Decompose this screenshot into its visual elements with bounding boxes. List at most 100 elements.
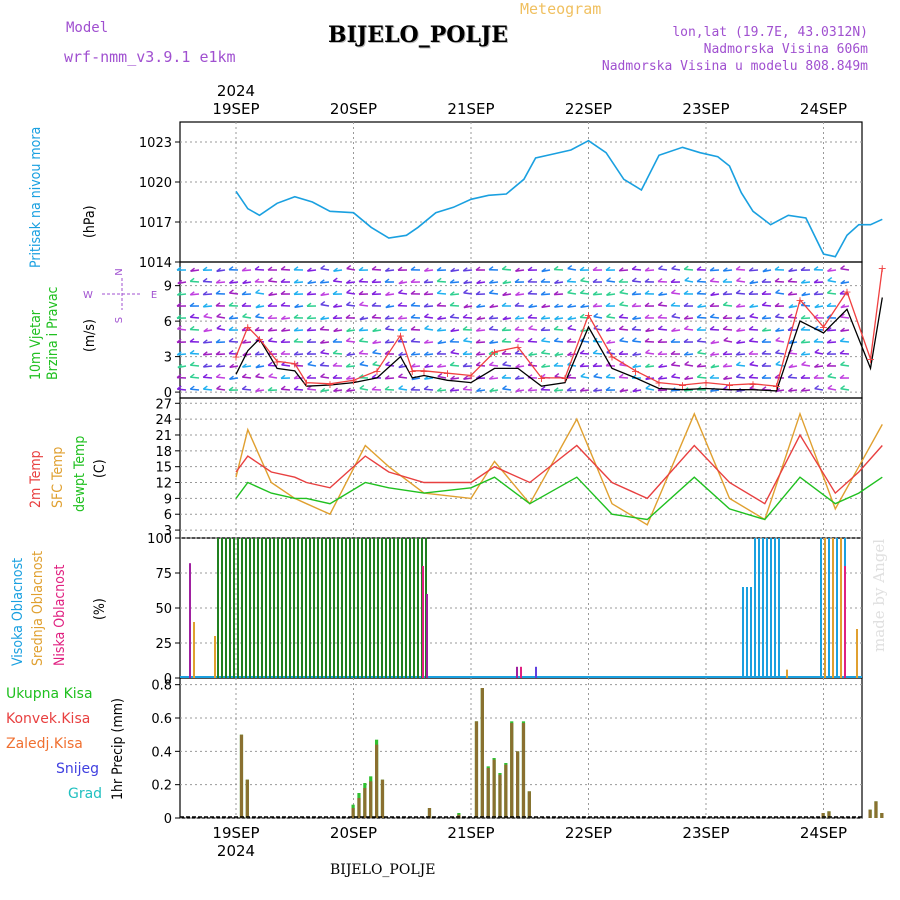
wind-arrow-head — [709, 277, 715, 282]
mid-cloud-ylabel: Srednja Oblacnost — [30, 550, 46, 666]
wind-arrow — [450, 293, 460, 296]
wind-arrow-head — [502, 361, 508, 366]
wind-arrow — [437, 365, 447, 368]
wind-gust-marker: + — [701, 377, 710, 390]
wind-arrow — [580, 292, 590, 295]
wind-arrow — [255, 268, 265, 271]
precip-convective-bar — [498, 774, 502, 818]
wind-arrow-head — [241, 385, 247, 390]
wind-gust-marker: + — [325, 378, 334, 391]
wind-arrow-head — [527, 387, 533, 392]
wind-arrow-head — [619, 361, 625, 366]
cloud-bar — [401, 538, 403, 678]
wind-arrow-head — [683, 290, 689, 295]
wind-arrow-head — [229, 363, 235, 368]
cloud-bar — [229, 538, 231, 678]
wind-arrow — [801, 281, 811, 284]
ytick-label-temperature: 15 — [155, 461, 172, 476]
wind-arrow-head — [333, 387, 338, 392]
wind-arrow-head — [255, 289, 260, 294]
wind-arrow-head — [332, 362, 338, 367]
wind-arrow — [463, 291, 473, 295]
wind-arrow-head — [645, 349, 650, 354]
wind-arrow-head — [684, 361, 690, 366]
wind-arrow — [736, 353, 746, 356]
wind-arrow-head — [658, 291, 663, 296]
wind-arrow-head — [488, 375, 494, 380]
wind-arrow — [268, 329, 278, 332]
cloud-bar — [333, 538, 335, 678]
wind-arrow-head — [488, 325, 494, 330]
wind-arrow — [606, 351, 616, 355]
wind-arrow-head — [293, 290, 299, 295]
wind-arrow-head — [384, 325, 390, 330]
wind-arrow-head — [761, 374, 767, 379]
wind-arrow-head — [502, 385, 507, 390]
wind-arrow-head — [644, 302, 650, 307]
wind-arrow-head — [514, 326, 520, 331]
wind-arrow-head — [450, 348, 456, 354]
wind-arrow-head — [774, 277, 780, 283]
wind-arrow — [450, 351, 460, 355]
wind-arrow-head — [826, 302, 832, 307]
wind-arrow — [320, 267, 330, 271]
wind-arrow-head — [566, 277, 572, 283]
wind-arrow — [203, 280, 213, 283]
wind-arrow-head — [346, 289, 351, 294]
wind-arrow — [697, 316, 707, 319]
wind-arrow-head — [410, 351, 416, 356]
wind-arrow — [229, 340, 239, 343]
wind-arrow — [554, 328, 564, 331]
cloud-bar — [754, 538, 756, 678]
wind-arrow-head — [554, 279, 559, 284]
wind-units: (m/s) — [82, 319, 98, 352]
wind-arrow-head — [619, 288, 625, 294]
cloud-bar — [281, 538, 283, 678]
wind-arrow-head — [307, 360, 313, 366]
footer-station: BIJELO_POLJE — [330, 862, 436, 878]
bottom-date-label: 22SEP — [565, 824, 612, 842]
wind-arrow-head — [736, 327, 741, 332]
cloud-bar — [253, 538, 255, 678]
wind-arrow — [593, 389, 603, 392]
wind-arrow-head — [359, 384, 365, 390]
wind-arrow — [190, 293, 200, 296]
wind-arrow-head — [268, 291, 274, 296]
wind-gust-marker: + — [631, 365, 640, 378]
wind-arrow-head — [462, 350, 468, 355]
cloud-bar — [840, 538, 842, 678]
wind-arrow-head — [203, 327, 209, 332]
wind-arrow-head — [671, 373, 676, 378]
wind-arrow-head — [722, 314, 728, 319]
wind-arrow-head — [683, 338, 689, 343]
wind-arrow — [684, 279, 694, 283]
wind-arrow-head — [280, 374, 286, 379]
legend-total-rain: Ukupna Kisa — [6, 686, 93, 702]
wind-arrow-head — [398, 385, 404, 390]
wind-arrow — [372, 268, 382, 271]
wind-arrow-head — [775, 337, 781, 342]
cloud-bar — [746, 587, 748, 678]
wind-arrow-head — [748, 325, 754, 331]
wind-arrow-head — [514, 278, 520, 283]
cloud-bar — [214, 636, 216, 678]
wind-arrow-head — [255, 363, 261, 369]
ytick-label-pressure: 1023 — [139, 136, 172, 151]
wind-arrow — [346, 267, 356, 271]
wind-arrow-head — [605, 302, 611, 307]
wind-arrow-head — [476, 387, 481, 392]
top-date-label: 23SEP — [682, 100, 729, 118]
wind-arrow — [580, 279, 590, 283]
wind-arrow-head — [293, 385, 299, 390]
wind-arrow — [203, 341, 213, 344]
ytick-label-temperature: 3 — [164, 524, 172, 539]
ytick-label-wind: 6 — [164, 315, 172, 330]
wind-arrow — [216, 387, 226, 391]
wind-arrow-head — [423, 339, 429, 344]
cloud-bar — [189, 563, 191, 678]
wind-arrow — [242, 365, 252, 368]
wind-arrow — [645, 269, 655, 272]
wind-arrow-head — [657, 338, 663, 343]
wind-arrow-head — [567, 303, 572, 308]
precip-convective-bar — [351, 808, 355, 818]
